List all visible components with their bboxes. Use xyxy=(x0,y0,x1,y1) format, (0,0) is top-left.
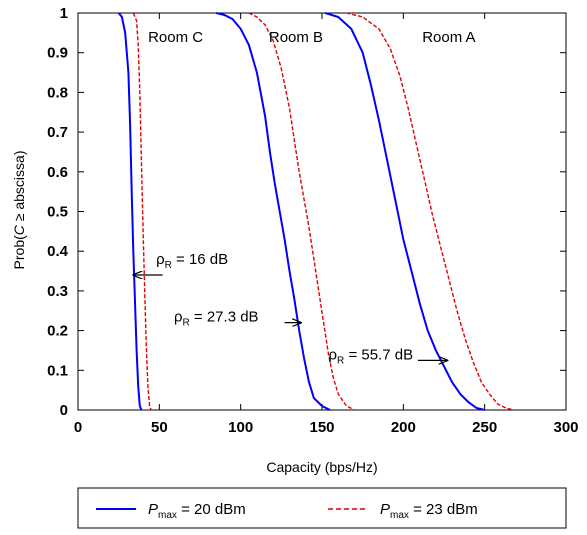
rho-value: = 27.3 dB xyxy=(190,309,259,326)
x-tick-label: 0 xyxy=(74,419,82,436)
rho-value: = 16 dB xyxy=(172,251,228,268)
legend-entry: Pmax = 23 dBm xyxy=(380,501,478,521)
rho-symbol: ρ xyxy=(174,309,183,326)
y-axis-label-rest: ≥ abscissa) xyxy=(11,151,27,226)
y-tick-label: 1 xyxy=(60,5,68,22)
legend-entry: Pmax = 20 dBm xyxy=(148,501,246,521)
legend-subscript: max xyxy=(390,510,409,521)
series-line-room-c-20dbm xyxy=(117,12,143,411)
room-label: Room B xyxy=(269,29,323,46)
y-tick-label: 0.5 xyxy=(47,204,68,221)
axes: 0 50 100 150 200 250 300 0 0.1 0.2 0.3 0.4 0.5 0.6 0.7… xyxy=(47,5,578,436)
rho-value: = 55.7 dB xyxy=(344,346,413,363)
rho-subscript: R xyxy=(165,260,172,271)
legend-value: = 20 dBm xyxy=(177,501,246,518)
legend-subscript: max xyxy=(158,510,177,521)
x-tick-label: 200 xyxy=(391,419,416,436)
rho-subscript: R xyxy=(337,355,344,366)
x-tick-label: 100 xyxy=(228,419,253,436)
y-tick-label: 0.1 xyxy=(47,362,68,379)
plot-area xyxy=(77,12,567,411)
room-label: Room C xyxy=(148,29,203,46)
legend-value: = 23 dBm xyxy=(409,501,478,518)
room-labels: Room C Room B Room A xyxy=(148,29,475,46)
y-tick-label: 0.7 xyxy=(47,124,68,141)
legend: Pmax = 20 dBm Pmax = 23 dBm xyxy=(77,487,567,529)
y-tick-label: 0.2 xyxy=(47,323,68,340)
x-tick-label: 150 xyxy=(309,419,334,436)
rho-symbol: ρ xyxy=(156,251,165,268)
rho-symbol: ρ xyxy=(329,346,338,363)
y-axis-label-prefix: Prob( xyxy=(11,235,27,270)
y-tick-label: 0.3 xyxy=(47,283,68,300)
legend-box xyxy=(77,487,567,529)
x-tick-label: 250 xyxy=(472,419,497,436)
y-tick-label: 0.4 xyxy=(47,243,69,260)
rho-annotation: ρR = 16 dB xyxy=(156,251,228,271)
series-line-room-a-23dbm xyxy=(346,12,515,411)
series-line-room-a-20dbm xyxy=(325,12,485,411)
x-tick-label: 300 xyxy=(553,419,578,436)
y-tick-label: 0.9 xyxy=(47,45,68,62)
y-tick-label: 0.8 xyxy=(47,84,68,101)
series-line-room-b-23dbm xyxy=(248,12,355,411)
y-axis-label-var: C xyxy=(11,224,27,235)
legend-symbol: P xyxy=(380,501,390,518)
room-label: Room A xyxy=(422,29,475,46)
x-tick-label: 50 xyxy=(151,419,168,436)
series-line-room-c-23dbm xyxy=(132,12,152,411)
legend-symbol: P xyxy=(148,501,158,518)
y-axis-label: Prob(C ≥ abscissa) xyxy=(11,151,27,270)
x-axis-label: Capacity (bps/Hz) xyxy=(266,459,377,475)
plot-frame xyxy=(77,12,567,411)
rho-annotation: ρR = 55.7 dB xyxy=(329,346,414,366)
rho-subscript: R xyxy=(183,318,190,329)
y-tick-label: 0.6 xyxy=(47,164,68,181)
series-line-room-b-20dbm xyxy=(216,12,331,411)
y-tick-label: 0 xyxy=(60,402,68,419)
rho-annotation: ρR = 27.3 dB xyxy=(174,309,259,329)
curves xyxy=(117,12,515,411)
